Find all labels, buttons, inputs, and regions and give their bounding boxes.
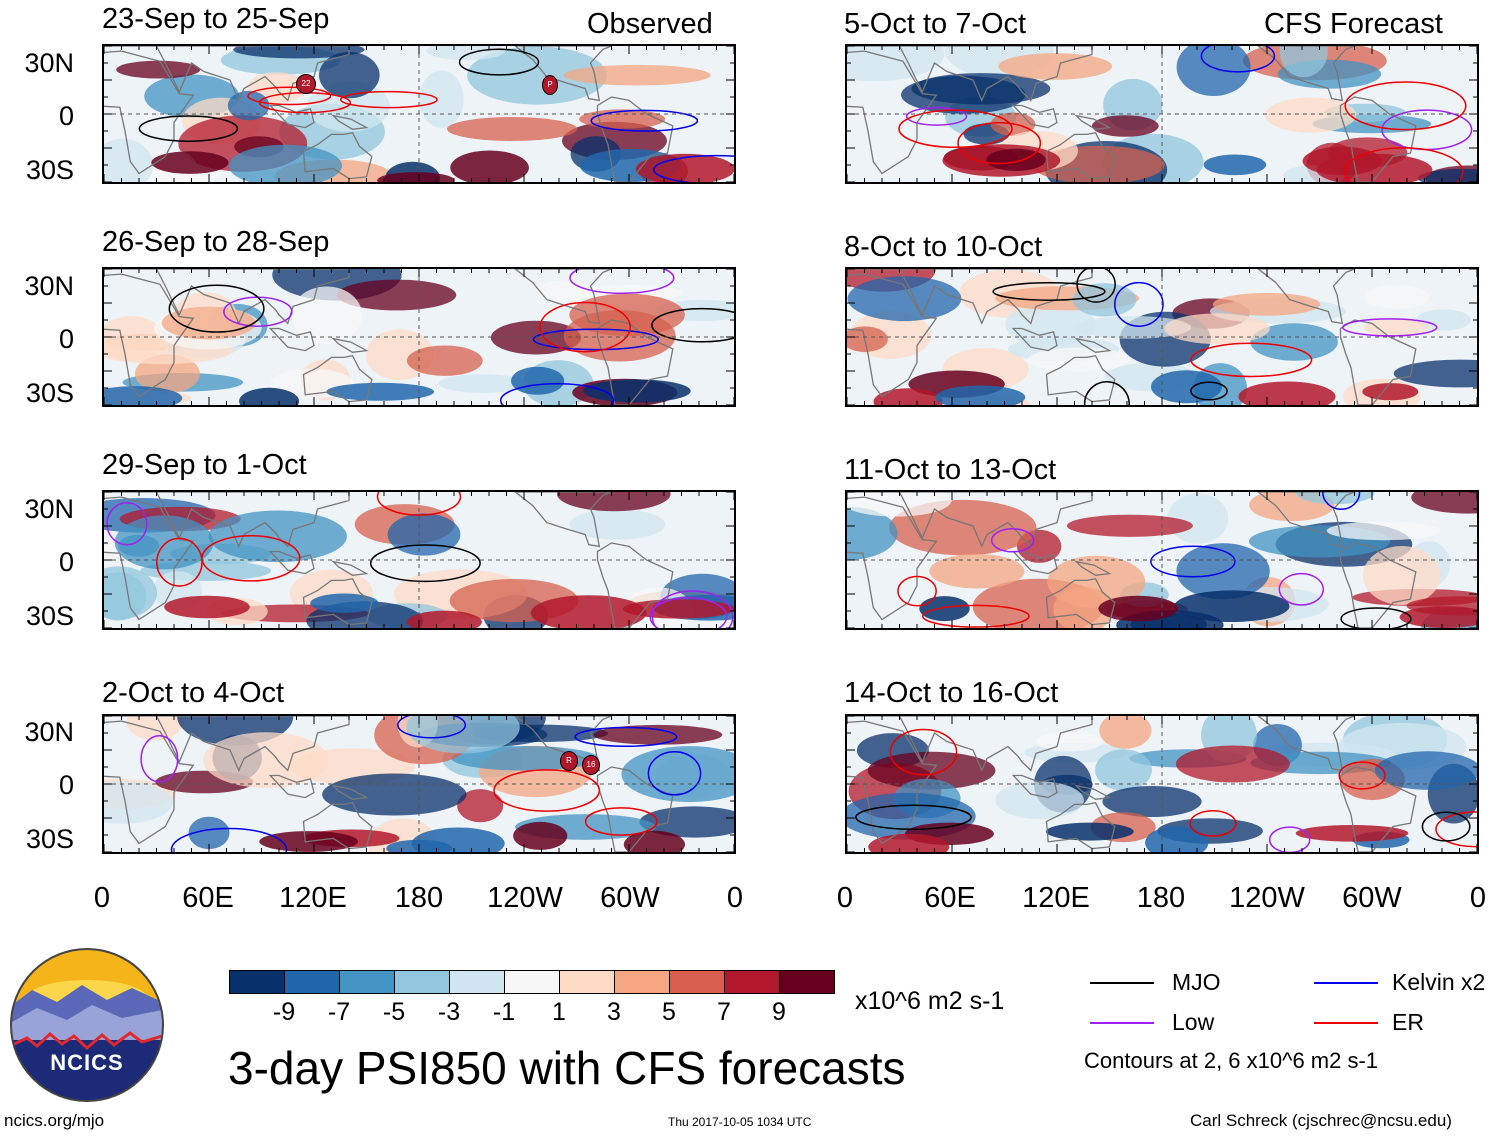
map-canvas <box>847 46 1477 182</box>
colorbar-swatch <box>284 970 340 994</box>
colorbar-swatch <box>229 970 285 994</box>
footer-timestamp: Thu 2017-10-05 1034 UTC <box>668 1115 812 1129</box>
colorbar-tick-label: -3 <box>437 998 461 1026</box>
lon-label: 0 <box>1469 882 1487 914</box>
lon-label: 60E <box>924 882 976 914</box>
colorbar-swatch <box>339 970 395 994</box>
colorbar-swatch <box>779 970 835 994</box>
legend-er-line <box>1314 1022 1378 1024</box>
colorbar-tick-label: -5 <box>382 998 406 1026</box>
lon-label: 120E <box>279 882 347 914</box>
lon-label: 180 <box>394 882 444 914</box>
colorbar-tick-label: 9 <box>772 998 786 1026</box>
lat-label: 30S <box>25 601 74 631</box>
lon-label: 60W <box>600 882 660 914</box>
lon-label: 120W <box>487 882 563 914</box>
lon-label: 0 <box>93 882 111 914</box>
lat-label: 30N <box>24 271 74 301</box>
map-panel-forecast-3 <box>845 490 1479 630</box>
legend-note: Contours at 2, 6 x10^6 m2 s-1 <box>1084 1048 1379 1073</box>
map-panel-observed-1 <box>102 44 736 184</box>
map-canvas <box>104 716 734 852</box>
lon-label: 60W <box>1342 882 1402 914</box>
lat-label: 0 <box>58 101 74 131</box>
observed-label: Observed <box>587 8 713 40</box>
colorbar-swatch <box>669 970 725 994</box>
lon-label: 120W <box>1229 882 1305 914</box>
map-canvas <box>104 492 734 628</box>
storm-marker: 22 <box>296 74 316 94</box>
map-canvas <box>104 46 734 182</box>
lat-label: 30S <box>25 378 74 408</box>
footer-url: ncics.org/mjo <box>4 1111 105 1130</box>
legend-er-label: ER <box>1392 1009 1424 1035</box>
map-canvas <box>847 269 1477 405</box>
colorbar-unit: x10^6 m2 s-1 <box>855 987 1005 1015</box>
colorbar-swatch <box>614 970 670 994</box>
colorbar-tick-label: 7 <box>717 998 731 1026</box>
lat-label: 0 <box>58 324 74 354</box>
map-panel-forecast-1 <box>845 44 1479 184</box>
colorbar-swatch <box>449 970 505 994</box>
figure-title: 3-day PSI850 with CFS forecasts <box>228 1042 906 1094</box>
lon-label: 180 <box>1136 882 1186 914</box>
map-panel-forecast-4 <box>845 714 1479 854</box>
lon-label: 60E <box>182 882 234 914</box>
panel-title-8: 14-Oct to 16-Oct <box>844 677 1059 709</box>
panel-title-2: 26-Sep to 28-Sep <box>102 226 330 258</box>
storm-marker: 16 <box>582 755 600 775</box>
colorbar-tick-label: -9 <box>272 998 296 1026</box>
colorbar-swatch <box>724 970 780 994</box>
legend-mjo-label: MJO <box>1172 969 1221 995</box>
legend-mjo-line <box>1090 982 1154 984</box>
map-canvas <box>847 492 1477 628</box>
map-panel-observed-4 <box>102 714 736 854</box>
footer-credit: Carl Schreck (cjschrec@ncsu.edu) <box>1190 1111 1452 1130</box>
lat-label: 0 <box>58 770 74 800</box>
colorbar-swatch <box>394 970 450 994</box>
lon-label: 0 <box>726 882 744 914</box>
legend-kelvin-label: Kelvin x2 <box>1392 969 1486 995</box>
colorbar-tick-label: -7 <box>327 998 351 1026</box>
colorbar-swatch <box>504 970 560 994</box>
map-panel-observed-3 <box>102 490 736 630</box>
lat-label: 30N <box>24 717 74 747</box>
map-canvas <box>104 269 734 405</box>
lat-label: 0 <box>58 547 74 577</box>
logo-mountains-icon <box>12 950 162 1051</box>
legend-low-line <box>1090 1022 1154 1024</box>
colorbar-tick-label: -1 <box>492 998 516 1026</box>
cfs-forecast-label: CFS Forecast <box>1264 8 1443 40</box>
storm-marker: R <box>560 751 578 771</box>
panel-title-1: 23-Sep to 25-Sep <box>102 3 330 35</box>
lon-label: 0 <box>836 882 854 914</box>
lat-label: 30S <box>25 824 74 854</box>
storm-marker: P <box>542 75 558 95</box>
colorbar-tick-label: 1 <box>552 998 566 1026</box>
panel-title-4: 2-Oct to 4-Oct <box>102 677 285 709</box>
logo-text: NCICS <box>50 1050 124 1075</box>
map-canvas <box>847 716 1477 852</box>
panel-title-6: 8-Oct to 10-Oct <box>844 231 1043 263</box>
lon-label: 120E <box>1022 882 1090 914</box>
legend-low-label: Low <box>1172 1009 1215 1035</box>
colorbar-tick-label: 3 <box>607 998 621 1026</box>
colorbar-swatch <box>559 970 615 994</box>
panel-title-5: 5-Oct to 7-Oct <box>844 8 1027 40</box>
map-panel-observed-2 <box>102 267 736 407</box>
lat-label: 30N <box>24 494 74 524</box>
lat-label: 30S <box>25 155 74 185</box>
legend-kelvin-line <box>1314 982 1378 984</box>
map-panel-forecast-2 <box>845 267 1479 407</box>
ncics-logo: NCICS <box>10 948 164 1102</box>
panel-title-7: 11-Oct to 13-Oct <box>844 454 1057 486</box>
lat-label: 30N <box>24 48 74 78</box>
colorbar-tick-label: 5 <box>662 998 676 1026</box>
panel-title-3: 29-Sep to 1-Oct <box>102 449 307 481</box>
